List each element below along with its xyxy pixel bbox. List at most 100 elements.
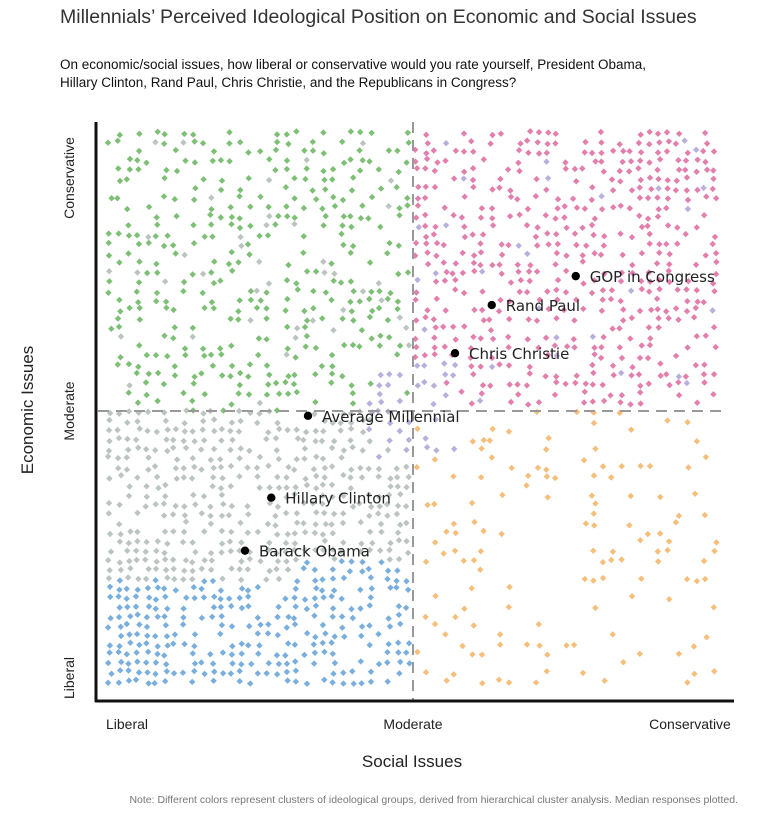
cluster-dot bbox=[358, 540, 365, 547]
cluster-dot bbox=[572, 379, 579, 387]
cluster-dot bbox=[161, 549, 168, 557]
cluster-dot bbox=[683, 187, 690, 194]
cluster-dot bbox=[405, 473, 412, 481]
cluster-dot bbox=[294, 286, 301, 293]
cluster-dot bbox=[348, 187, 356, 194]
cluster-dot bbox=[655, 324, 662, 331]
cluster-dot bbox=[340, 159, 348, 167]
cluster-dot bbox=[263, 336, 270, 343]
cluster-dot bbox=[690, 643, 698, 650]
cluster-dot bbox=[523, 382, 531, 389]
cluster-dot bbox=[107, 548, 115, 555]
cluster-dot bbox=[293, 519, 301, 526]
cluster-dot bbox=[470, 557, 478, 564]
cluster-dot bbox=[505, 333, 512, 341]
cluster-dot bbox=[183, 594, 190, 601]
cluster-dot bbox=[450, 520, 458, 527]
median-point-dot bbox=[303, 411, 313, 421]
cluster-dot bbox=[377, 332, 384, 339]
cluster-dot bbox=[637, 537, 644, 544]
cluster-dot bbox=[471, 306, 478, 314]
cluster-dot bbox=[302, 428, 310, 436]
cluster-dot bbox=[534, 242, 541, 249]
cluster-dot bbox=[226, 538, 234, 545]
cluster-dot bbox=[489, 261, 496, 269]
cluster-dot bbox=[161, 131, 168, 138]
cluster-dot bbox=[430, 316, 437, 323]
cluster-dot bbox=[478, 205, 486, 212]
cluster-dot bbox=[545, 241, 552, 248]
cluster-dot bbox=[228, 419, 236, 426]
cluster-dot bbox=[467, 345, 475, 352]
cluster-dot bbox=[414, 362, 421, 369]
cluster-dot bbox=[118, 658, 125, 666]
cluster-dot bbox=[505, 603, 512, 611]
cluster-dot bbox=[136, 258, 143, 265]
cluster-dot bbox=[340, 213, 347, 220]
cluster-dot bbox=[486, 437, 493, 444]
cluster-dot bbox=[553, 334, 560, 341]
cluster-dot bbox=[524, 205, 532, 213]
cluster-dot bbox=[309, 500, 317, 507]
moderate-guides bbox=[98, 122, 728, 700]
cluster-dot bbox=[181, 251, 188, 259]
cluster-dot bbox=[452, 147, 460, 154]
cluster-dot bbox=[449, 270, 456, 277]
cluster-dot bbox=[135, 166, 142, 173]
cluster-dot bbox=[181, 640, 188, 648]
cluster-dot bbox=[283, 351, 290, 358]
cluster-dot bbox=[283, 668, 291, 676]
cluster-dot bbox=[154, 128, 161, 135]
cluster-dot bbox=[218, 491, 226, 499]
cluster-dot bbox=[126, 155, 134, 163]
cluster-dot bbox=[638, 223, 646, 231]
cluster-dot bbox=[385, 615, 392, 622]
cluster-dot bbox=[358, 680, 365, 687]
cluster-dot bbox=[116, 131, 123, 139]
cluster-dot bbox=[115, 648, 122, 656]
cluster-dot bbox=[209, 474, 217, 481]
cluster-dot bbox=[152, 501, 159, 508]
cluster-dot bbox=[340, 306, 347, 314]
cluster-dot bbox=[219, 670, 227, 677]
cluster-dot bbox=[190, 491, 197, 499]
cluster-dot bbox=[330, 510, 338, 518]
cluster-dot bbox=[330, 193, 337, 201]
cluster-dot bbox=[272, 221, 279, 228]
cluster-dot bbox=[313, 585, 320, 592]
cluster-dot bbox=[152, 352, 160, 359]
cluster-dot bbox=[654, 130, 662, 137]
cluster-dot bbox=[145, 203, 153, 211]
cluster-dot bbox=[189, 455, 196, 462]
cluster-dot bbox=[237, 417, 244, 425]
cluster-dot bbox=[329, 679, 336, 686]
cluster-dot bbox=[562, 380, 569, 388]
cluster-dot bbox=[133, 630, 141, 638]
cluster-dot bbox=[637, 149, 645, 156]
cluster-dot bbox=[609, 548, 617, 555]
cluster-dot bbox=[607, 295, 615, 303]
cluster-dot bbox=[441, 204, 448, 211]
cluster-dot bbox=[432, 416, 439, 423]
cluster-dot bbox=[561, 203, 568, 210]
cluster-dot bbox=[218, 549, 225, 556]
cluster-dot bbox=[523, 137, 531, 144]
cluster-dot bbox=[628, 314, 635, 322]
cluster-dot bbox=[153, 558, 160, 565]
x-tick-label: Conservative bbox=[649, 716, 731, 732]
cluster-dot bbox=[217, 463, 225, 471]
cluster-dot bbox=[441, 277, 449, 284]
cluster-dot bbox=[126, 304, 133, 312]
cluster-dot bbox=[395, 168, 402, 176]
cluster-dot bbox=[384, 250, 391, 257]
cluster-dot bbox=[123, 620, 130, 628]
cluster-dot bbox=[495, 676, 503, 683]
cluster-dot bbox=[328, 639, 335, 646]
cluster-dot bbox=[580, 399, 588, 406]
cluster-dot bbox=[396, 342, 404, 349]
cluster-dot bbox=[274, 558, 282, 565]
cluster-dot bbox=[191, 196, 198, 203]
cluster-dot bbox=[210, 677, 217, 684]
cluster-dot bbox=[421, 326, 428, 333]
cluster-dot bbox=[665, 138, 673, 145]
